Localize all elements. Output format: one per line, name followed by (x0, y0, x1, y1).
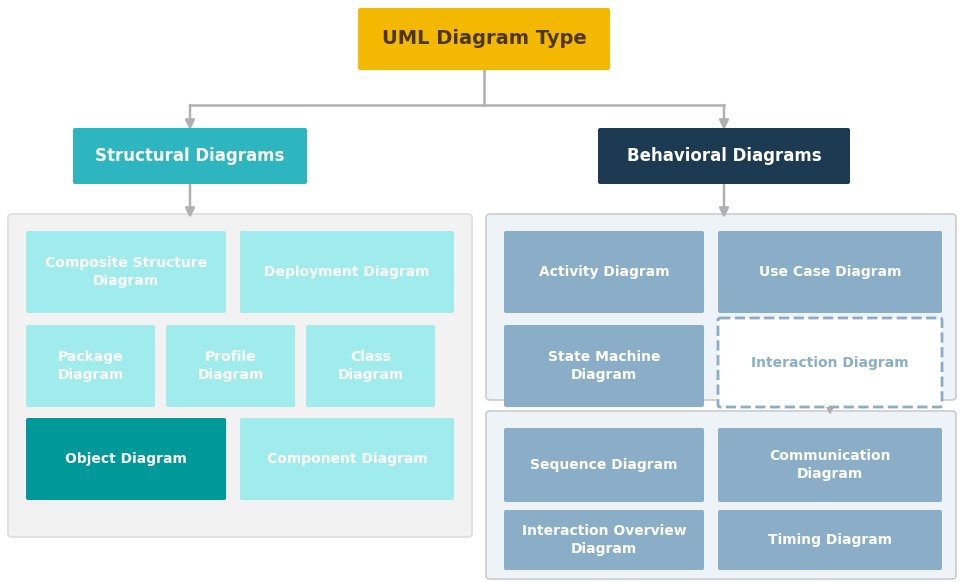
FancyBboxPatch shape (240, 231, 454, 313)
Text: Composite Structure
Diagram: Composite Structure Diagram (45, 256, 207, 288)
FancyBboxPatch shape (306, 325, 435, 407)
Text: Package
Diagram: Package Diagram (57, 350, 124, 382)
FancyBboxPatch shape (504, 510, 704, 570)
FancyBboxPatch shape (358, 8, 610, 70)
Text: State Machine
Diagram: State Machine Diagram (548, 350, 660, 382)
FancyBboxPatch shape (718, 231, 942, 313)
Text: Profile
Diagram: Profile Diagram (197, 350, 263, 382)
FancyBboxPatch shape (504, 231, 704, 313)
FancyBboxPatch shape (166, 325, 295, 407)
FancyBboxPatch shape (486, 411, 956, 579)
FancyBboxPatch shape (8, 214, 472, 537)
FancyBboxPatch shape (504, 325, 704, 407)
Text: Interaction Overview
Diagram: Interaction Overview Diagram (522, 524, 686, 556)
FancyBboxPatch shape (598, 128, 850, 184)
Text: Communication
Diagram: Communication Diagram (770, 449, 891, 481)
Text: Component Diagram: Component Diagram (266, 452, 428, 466)
Text: Activity Diagram: Activity Diagram (538, 265, 669, 279)
Text: Deployment Diagram: Deployment Diagram (264, 265, 430, 279)
Text: Behavioral Diagrams: Behavioral Diagrams (626, 147, 821, 165)
Text: Structural Diagrams: Structural Diagrams (95, 147, 285, 165)
Text: Class
Diagram: Class Diagram (338, 350, 404, 382)
FancyBboxPatch shape (504, 428, 704, 502)
FancyBboxPatch shape (240, 418, 454, 500)
FancyBboxPatch shape (73, 128, 307, 184)
FancyBboxPatch shape (718, 318, 942, 407)
Text: Sequence Diagram: Sequence Diagram (530, 458, 678, 472)
FancyBboxPatch shape (718, 510, 942, 570)
Text: Use Case Diagram: Use Case Diagram (759, 265, 901, 279)
Text: Interaction Diagram: Interaction Diagram (751, 356, 909, 370)
Text: UML Diagram Type: UML Diagram Type (381, 30, 587, 48)
FancyBboxPatch shape (26, 231, 226, 313)
Text: Timing Diagram: Timing Diagram (768, 533, 892, 547)
Text: Object Diagram: Object Diagram (65, 452, 187, 466)
FancyBboxPatch shape (26, 418, 226, 500)
FancyBboxPatch shape (718, 428, 942, 502)
FancyBboxPatch shape (26, 325, 155, 407)
FancyBboxPatch shape (486, 214, 956, 400)
